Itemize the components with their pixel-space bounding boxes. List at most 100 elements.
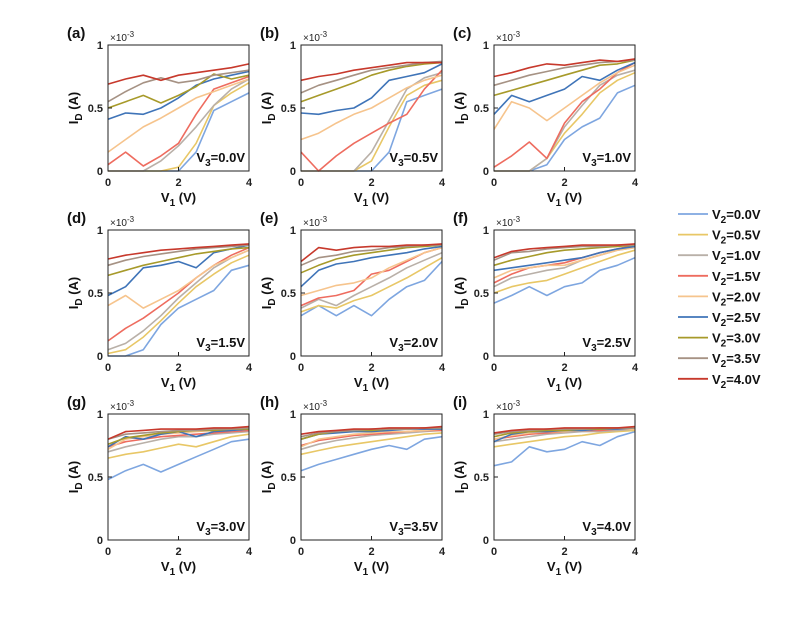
series-line-v2-4 [493,64,636,130]
panel-label: (e) [260,210,278,227]
exponent-label: ×10-3 [496,30,521,44]
y-axis-label: ID (A) [66,92,85,125]
x-tick-label: 4 [632,546,639,558]
panel-h: 00.510 2 4×10-3(h)ID (A)V1 (V)V3=3.5V [259,394,446,578]
series-line-v2-4 [300,74,443,141]
y-axis-label-main: I [452,306,467,310]
v3-annotation-rest: =4.0V [597,519,632,534]
y-axis-label: ID (A) [259,92,278,125]
series-line-v2-1 [107,433,250,459]
exponent-base: ×10 [110,402,127,413]
v3-annotation-sub: 3 [205,527,211,538]
x-tick-label: 0 [105,177,111,189]
y-axis-label: ID (A) [259,461,278,494]
legend-label-sub: 2 [721,318,727,329]
y-tick-label: 1 [483,225,489,237]
y-axis-label-sub: D [460,113,471,120]
panel-label: (i) [453,394,467,411]
y-axis-label: ID (A) [66,277,85,310]
panel-label: (a) [67,25,85,42]
x-axis-label-sub: 1 [363,198,369,209]
x-tick-label: 0 [105,546,111,558]
series-line-v2-8 [493,425,636,434]
legend-label-sub: 2 [721,215,727,226]
x-tick-label: 0 [298,362,304,374]
legend-label-rest: =0.5V [726,228,761,243]
y-tick-label: 0.5 [474,288,489,300]
y-axis-label: ID (A) [66,461,85,494]
legend-entry-label: V2=2.0V [712,289,761,308]
legend-entry-label: V2=0.5V [712,228,761,247]
x-axis-label-unit: (V) [175,375,196,390]
x-axis-label-unit: (V) [561,559,582,574]
series-line-v2-3 [493,61,636,168]
y-axis-label-unit: (A) [66,461,81,483]
x-tick-label: 2 [368,177,374,189]
v3-annotation-main: V [389,519,398,534]
v3-annotation-main: V [582,150,591,165]
v3-annotation-rest: =0.5V [404,150,439,165]
series-line-v2-4 [300,246,443,297]
series-line-v2-2 [493,428,636,443]
v3-annotation: V3=3.5V [389,519,438,538]
x-axis-label-sub: 1 [363,567,369,578]
v3-annotation-main: V [582,335,591,350]
panel-e: 00.510 2 4×10-3(e)ID (A)V1 (V)V3=2.0V [259,210,446,394]
exponent-base: ×10 [303,33,320,44]
legend-label-rest: =0.0V [726,207,761,222]
v3-annotation-rest: =3.0V [211,519,246,534]
x-axis-label: V1 (V) [354,375,389,394]
y-axis-label-main: I [66,490,81,494]
x-axis-label: V1 (V) [547,375,582,394]
legend-label-sub: 2 [721,277,727,288]
x-axis-label: V1 (V) [354,190,389,209]
x-tick-label: 0 [105,362,111,374]
y-axis-label-main: I [259,306,274,310]
x-axis-label-main: V [354,375,363,390]
panel-g: 00.510 2 4×10-3(g)ID (A)V1 (V)V3=3.0V [66,394,253,578]
legend-label-main: V [712,331,721,346]
y-tick-label: 1 [290,225,296,237]
x-axis-label-unit: (V) [368,190,389,205]
series-line-v2-6 [107,73,250,109]
panel-label: (h) [260,394,279,411]
y-axis-label-main: I [66,306,81,310]
panel-d: 00.510 2 4×10-3(d)ID (A)V1 (V)V3=1.5V [66,210,253,394]
y-axis-label-main: I [259,121,274,125]
series-line-v2-0 [493,256,636,304]
x-tick-label: 0 [491,546,497,558]
y-axis-label: ID (A) [259,277,278,310]
x-tick-label: 2 [175,546,181,558]
y-axis-label-main: I [452,121,467,125]
legend-label-rest: =3.0V [726,331,761,346]
x-tick-label: 4 [632,177,639,189]
exponent-power: -3 [127,30,135,39]
y-axis-label: ID (A) [452,277,471,310]
series-line-v2-2 [300,251,443,309]
exponent-label: ×10-3 [496,215,521,229]
x-axis-label: V1 (V) [161,559,196,578]
y-axis-label-sub: D [460,482,471,489]
y-axis-label-sub: D [460,298,471,305]
series-line-v2-2 [107,430,250,453]
series-line-v2-8 [107,243,250,260]
legend-label-main: V [712,248,721,263]
x-axis-label-sub: 1 [556,198,562,209]
x-tick-label: 2 [561,362,567,374]
y-tick-label: 0 [290,351,296,363]
series-line-v2-3 [300,246,443,307]
legend-label-sub: 2 [721,297,727,308]
x-tick-label: 4 [246,177,253,189]
legend-entry-label: V2=0.0V [712,207,761,226]
exponent-label: ×10-3 [110,399,135,413]
legend-label-rest: =1.5V [726,269,761,284]
exponent-label: ×10-3 [496,399,521,413]
legend-label-main: V [712,207,721,222]
y-tick-label: 1 [290,409,296,421]
v3-annotation-main: V [389,335,398,350]
v3-annotation-rest: =0.0V [211,150,246,165]
legend-label-main: V [712,351,721,366]
exponent-label: ×10-3 [303,30,328,44]
legend-label-rest: =1.0V [726,248,761,263]
y-tick-label: 0 [97,535,103,547]
